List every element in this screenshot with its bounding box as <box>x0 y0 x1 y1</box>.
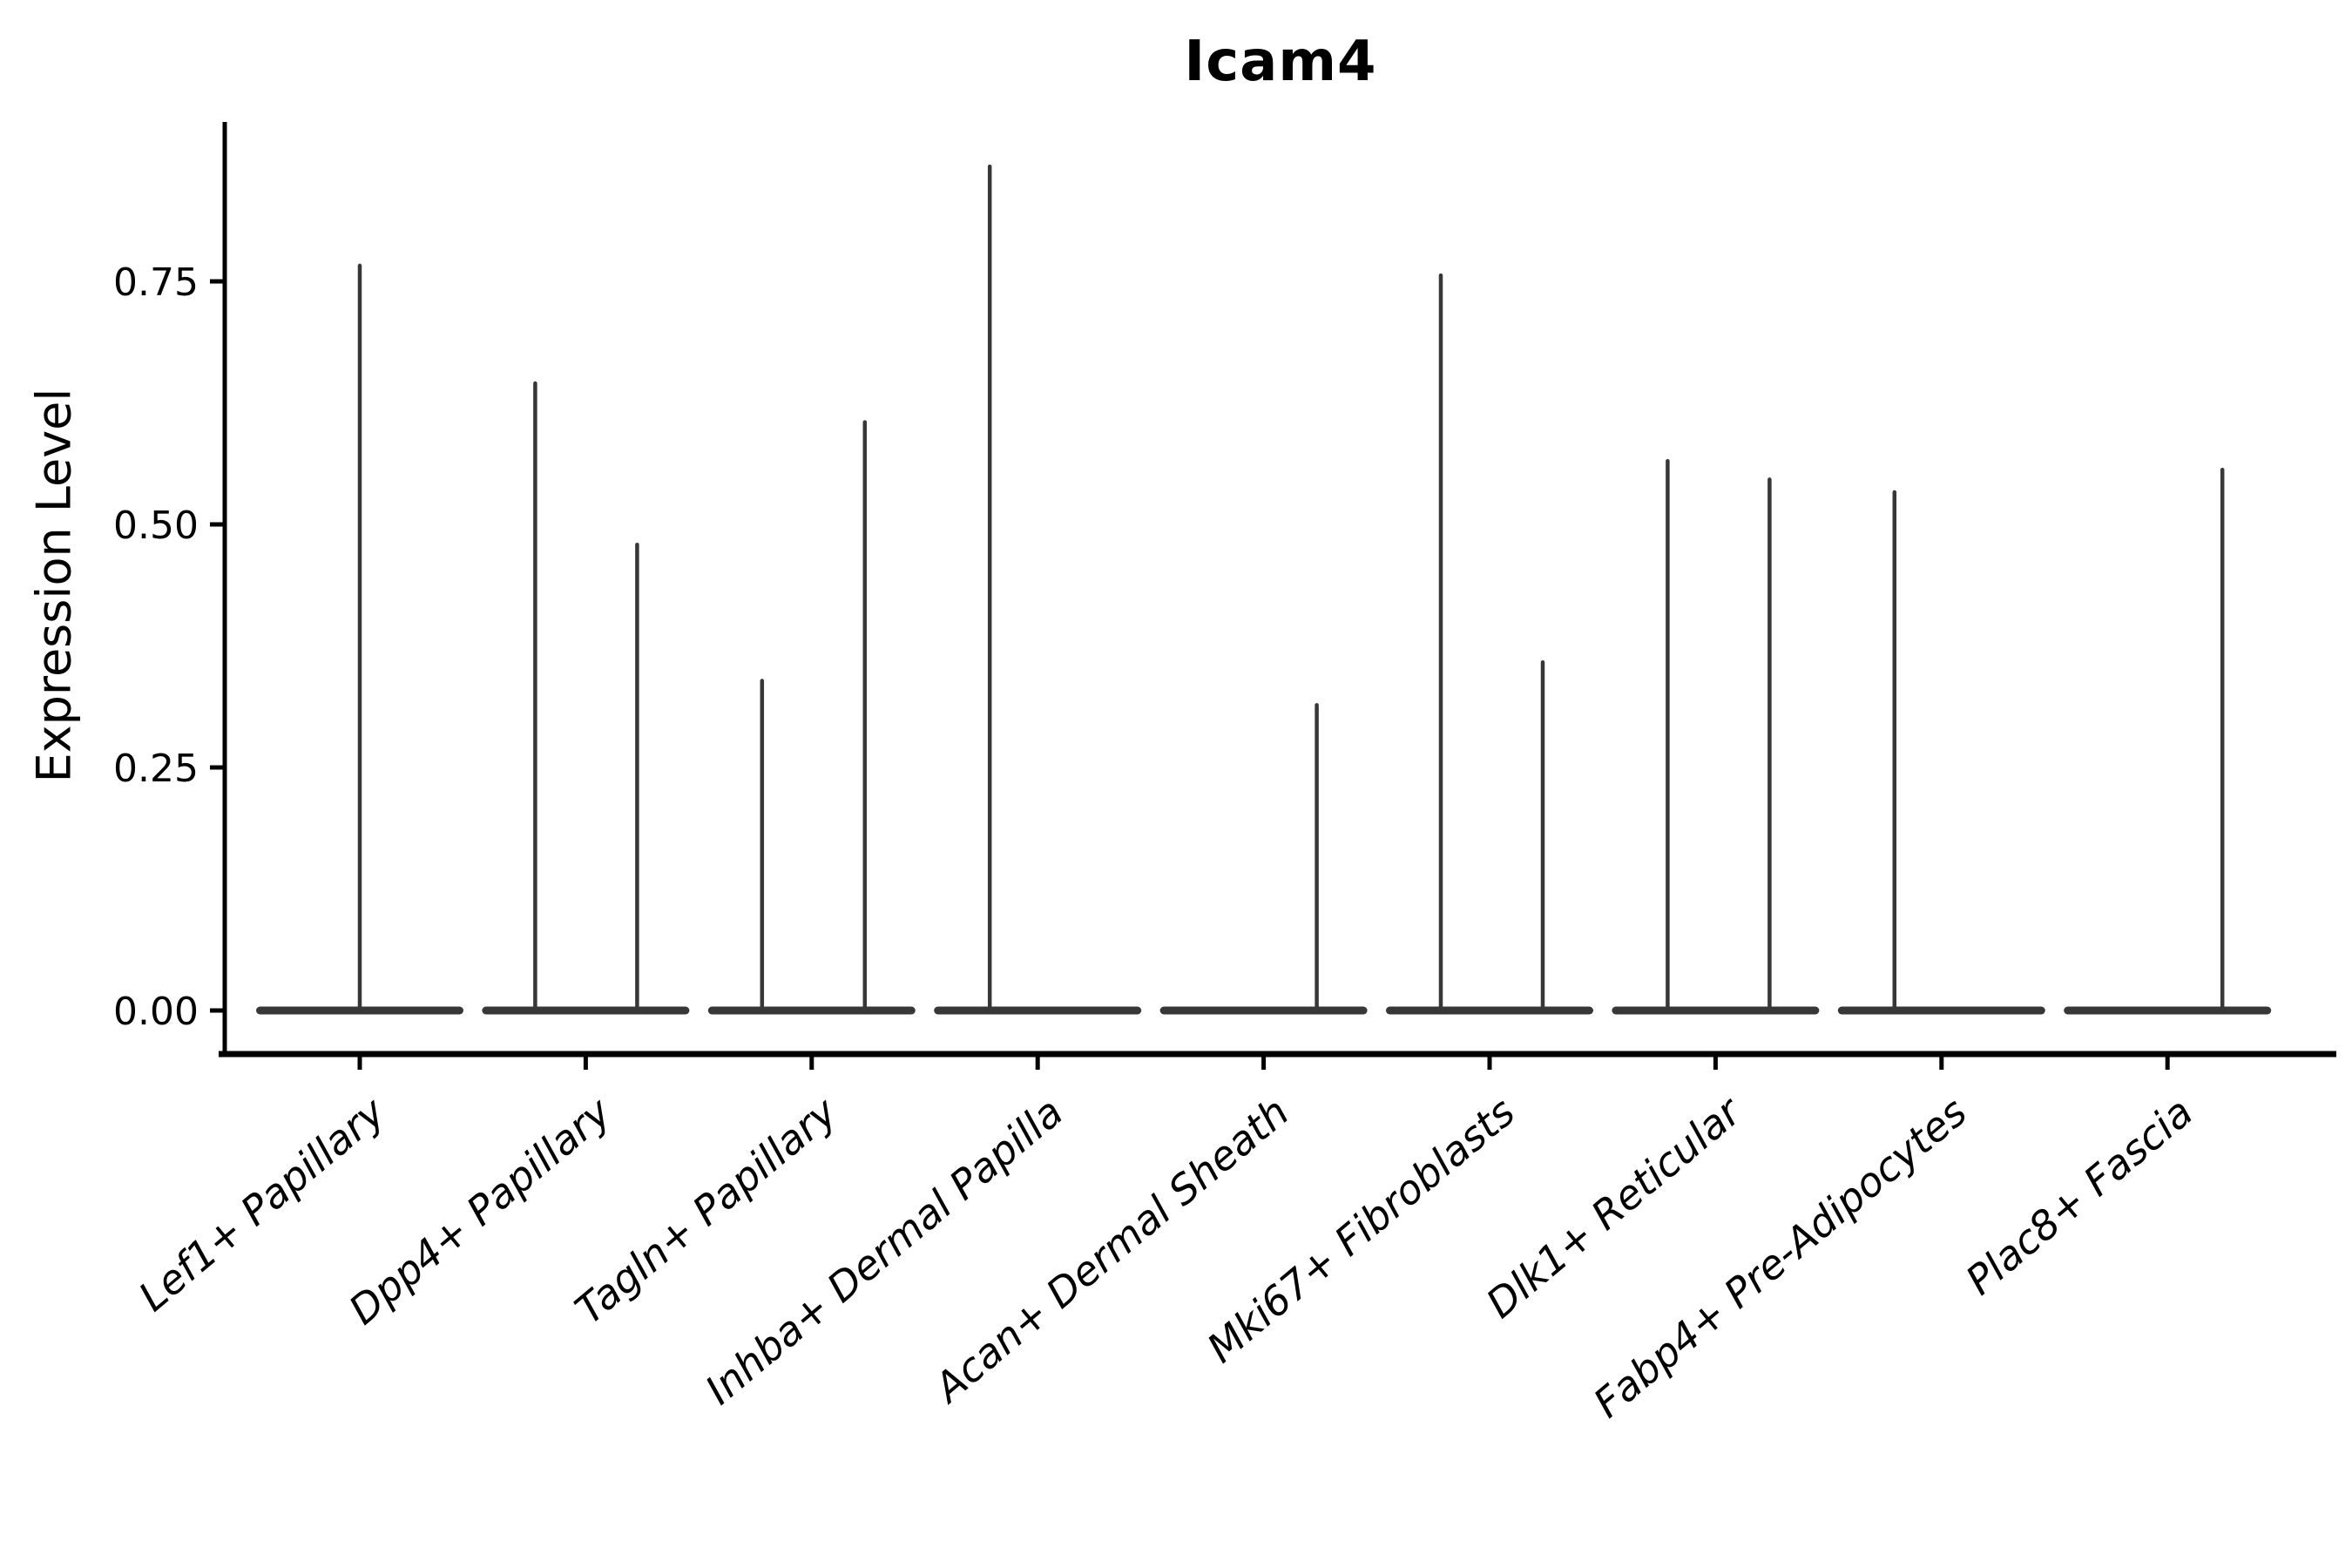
violin-body <box>2064 1006 2272 1015</box>
violin <box>256 263 463 1015</box>
x-tick-label: Fabp4+ Pre-Adipocytes <box>1585 1088 1976 1427</box>
violin <box>2064 468 2272 1015</box>
violin <box>482 381 690 1015</box>
y-tick-label: 0.00 <box>113 990 199 1034</box>
violin-body <box>707 1006 916 1015</box>
y-tick-label: 0.75 <box>113 260 199 305</box>
violin-body <box>934 1006 1142 1015</box>
violin-body <box>256 1006 463 1015</box>
chart-title: Icam4 <box>1184 30 1377 94</box>
x-tick-label: Inhba+ Dermal Papilla <box>696 1088 1071 1414</box>
violin <box>1159 703 1368 1015</box>
violin-body <box>1837 1006 2045 1015</box>
violin-body <box>1159 1006 1368 1015</box>
violin-body <box>1612 1006 1820 1015</box>
violin <box>1837 490 2045 1015</box>
violin <box>707 420 916 1015</box>
x-tick-label: Acan+ Dermal Sheath <box>923 1088 1297 1413</box>
violin <box>1386 273 1593 1015</box>
violin <box>934 164 1142 1015</box>
y-tick-label: 0.50 <box>113 504 199 548</box>
y-axis-label: Expression Level <box>26 388 82 783</box>
y-tick-label: 0.25 <box>113 747 199 791</box>
violin-body <box>482 1006 690 1015</box>
violin-body <box>1386 1006 1593 1015</box>
violin <box>1612 458 1820 1015</box>
x-tick-label: Plac8+ Fascia <box>1957 1088 2201 1304</box>
